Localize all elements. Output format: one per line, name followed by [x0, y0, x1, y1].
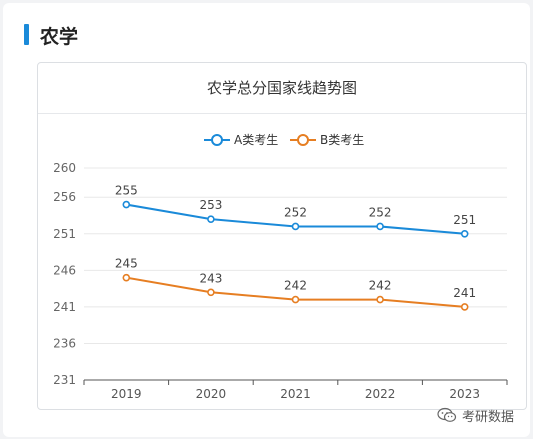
y-tick-label: 246: [53, 263, 76, 277]
data-point: [460, 303, 469, 311]
y-tick-label: 241: [53, 300, 76, 314]
y-tick-label: 260: [53, 161, 76, 175]
wechat-icon: [437, 407, 457, 422]
x-tick-label: 2020: [196, 387, 227, 401]
data-point: [376, 295, 384, 304]
section-title: 农学: [40, 26, 79, 48]
x-tick-label: 2021: [280, 387, 311, 401]
data-point: [207, 215, 215, 223]
legend-label: A类考生: [234, 133, 278, 147]
chart-title: 农学总分国家线趋势图: [206, 79, 357, 97]
data-point: [122, 200, 131, 209]
data-label: 252: [284, 205, 307, 219]
data-label: 255: [115, 184, 138, 198]
chart-card: 农学总分国家线趋势图: [37, 62, 527, 410]
data-label: 252: [369, 205, 392, 219]
section-accent-bar: [24, 24, 29, 45]
y-tick-label: 251: [53, 227, 76, 241]
watermark-text: 考研数据: [462, 409, 515, 425]
y-tick-label: 256: [53, 190, 76, 204]
data-point: [207, 288, 215, 297]
data-point: [122, 273, 131, 282]
data-label: 253: [199, 198, 222, 212]
data-point: [291, 222, 300, 231]
y-tick-label: 236: [53, 336, 76, 350]
y-tick-label: 231: [53, 373, 76, 387]
data-label: 245: [115, 257, 138, 271]
card-divider: [38, 113, 526, 114]
data-point: [291, 295, 300, 304]
watermark: 考研数据: [437, 405, 514, 425]
data-point: [460, 229, 469, 238]
x-tick-label: 2019: [111, 387, 142, 401]
data-label: 243: [199, 271, 222, 285]
data-point: [376, 222, 384, 231]
legend-label: B类考生: [320, 133, 364, 147]
legend-marker: [297, 134, 309, 146]
legend-marker: [211, 134, 223, 146]
x-tick-label: 2022: [365, 387, 396, 401]
data-label: 241: [453, 286, 476, 300]
data-label: 242: [369, 279, 392, 293]
x-tick-label: 2023: [449, 387, 480, 401]
data-label: 242: [284, 279, 307, 293]
data-label: 251: [453, 213, 476, 227]
